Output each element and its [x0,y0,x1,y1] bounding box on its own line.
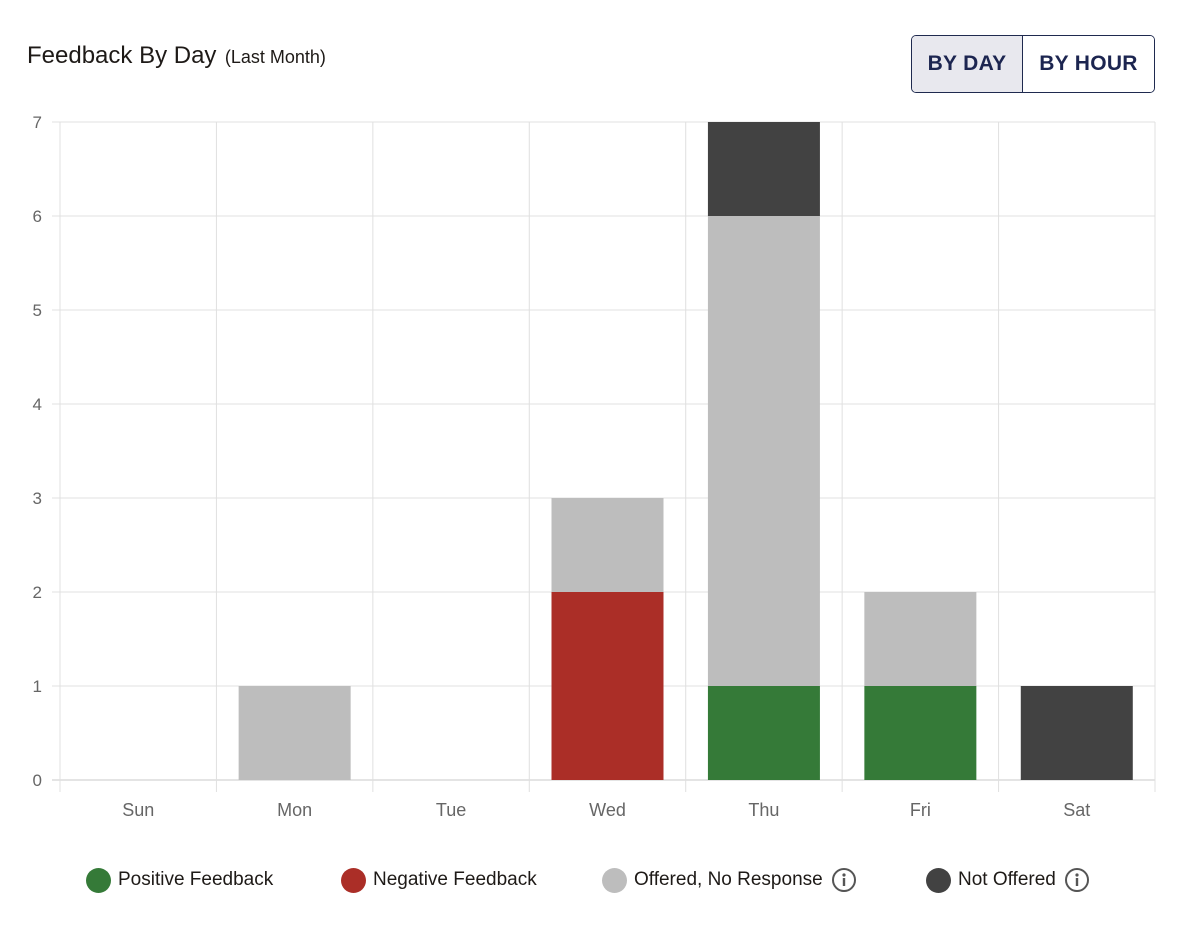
y-tick-label: 3 [33,489,42,508]
bar-offered-mon [238,686,351,780]
y-tick-label: 6 [33,207,42,226]
info-icon[interactable] [831,867,857,893]
chart-title: Feedback By Day (Last Month) [27,42,326,70]
x-tick-label: Tue [436,800,466,820]
info-icon[interactable] [1064,867,1090,893]
x-tick-label: Sat [1063,800,1090,820]
bar-offered-wed [551,498,664,592]
by-day-button[interactable]: BY DAY [912,36,1023,92]
x-tick-label: Fri [910,800,931,820]
legend-label-offered: Offered, No Response [634,869,823,890]
bar-negative-wed [551,592,664,780]
legend-item-offered[interactable]: Offered, No Response [602,866,857,894]
y-tick-label: 0 [33,771,42,790]
chart-legend: Positive Feedback Negative Feedback Offe… [0,866,1190,894]
legend-dot-negative [341,867,366,893]
bar-positive-thu [707,686,820,780]
y-tick-label: 5 [33,301,42,320]
bar-not_offered-thu [707,122,820,216]
legend-label-positive: Positive Feedback [118,869,274,890]
legend-label-negative: Negative Feedback [373,869,537,890]
legend-item-negative[interactable]: Negative Feedback [341,866,537,894]
legend-dot-positive [86,867,111,893]
bar-positive-fri [864,686,977,780]
legend-dot-not-offered [926,867,951,893]
view-toggle: BY DAY BY HOUR [911,35,1155,93]
y-tick-label: 7 [33,113,42,132]
y-tick-label: 4 [33,395,42,414]
page-subtitle: (Last Month) [224,47,326,67]
by-hour-button[interactable]: BY HOUR [1023,36,1154,92]
legend-label-not-offered: Not Offered [958,869,1056,890]
legend-item-positive[interactable]: Positive Feedback [86,866,273,894]
y-tick-label: 2 [33,583,42,602]
x-tick-label: Sun [122,800,154,820]
x-tick-label: Thu [748,800,779,820]
y-tick-label: 1 [33,677,42,696]
bar-offered-thu [707,216,820,686]
bar-not_offered-sat [1020,686,1133,780]
bar-offered-fri [864,592,977,686]
page-title: Feedback By Day [27,42,217,69]
x-tick-label: Mon [277,800,312,820]
x-tick-label: Wed [589,800,626,820]
legend-dot-offered [602,867,627,893]
legend-item-not-offered[interactable]: Not Offered [926,866,1090,894]
